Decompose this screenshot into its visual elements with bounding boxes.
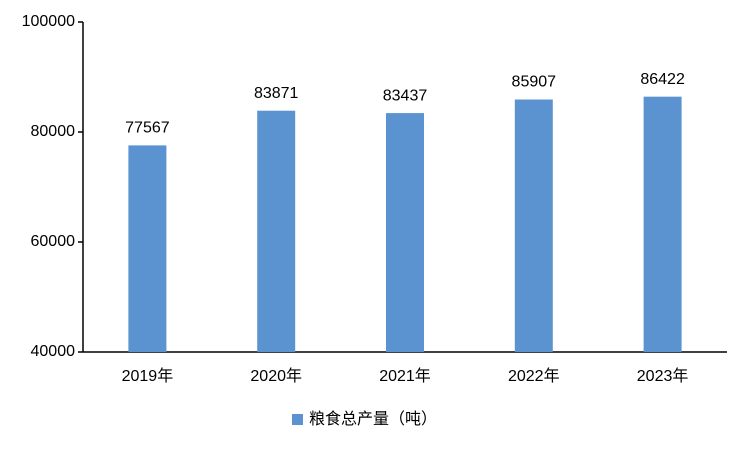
- y-tick-label: 100000: [22, 13, 75, 30]
- y-tick-label: 80000: [31, 123, 76, 140]
- x-tick-label: 2021年: [379, 367, 431, 385]
- y-tick-label: 40000: [31, 343, 76, 360]
- data-label: 85907: [512, 74, 557, 91]
- legend-swatch: [292, 414, 303, 425]
- legend-label: 粮食总产量（吨）: [309, 410, 437, 428]
- data-label: 83437: [383, 87, 428, 104]
- bar: [514, 99, 553, 352]
- bar: [257, 110, 296, 352]
- data-label: 83871: [254, 85, 299, 102]
- bar: [386, 113, 424, 352]
- data-label: 86422: [640, 71, 685, 88]
- x-tick-label: 2023年: [637, 367, 689, 385]
- y-tick-label: 60000: [31, 233, 76, 250]
- x-tick-label: 2022年: [508, 367, 560, 385]
- x-tick-label: 2020年: [250, 367, 302, 385]
- bar: [128, 145, 167, 352]
- x-tick-label: 2019年: [122, 367, 174, 385]
- data-label: 77567: [125, 120, 170, 137]
- bar: [643, 96, 682, 352]
